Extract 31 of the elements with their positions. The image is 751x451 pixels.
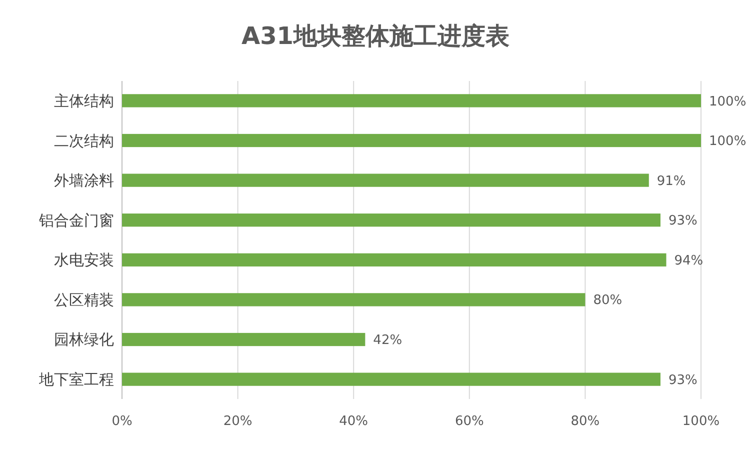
x-tick-label: 60% xyxy=(454,414,484,429)
y-tick-label: 主体结构 xyxy=(54,92,114,110)
bar xyxy=(122,293,586,306)
data-label: 91% xyxy=(656,174,686,189)
data-label: 93% xyxy=(668,214,698,229)
data-label: 42% xyxy=(373,333,402,348)
bar xyxy=(122,214,660,227)
y-tick-label: 二次结构 xyxy=(54,132,114,150)
data-label: 100% xyxy=(709,94,746,110)
bar xyxy=(122,332,366,346)
data-label: 94% xyxy=(674,253,704,268)
bar xyxy=(122,372,660,386)
y-tick-label: 公区精装 xyxy=(54,290,114,309)
x-tick-label: 20% xyxy=(223,414,252,429)
data-label: 93% xyxy=(668,372,698,388)
data-label: 80% xyxy=(593,293,622,308)
bar xyxy=(122,253,666,266)
data-label: 100% xyxy=(709,134,746,150)
bar xyxy=(122,94,701,108)
y-tick-label: 外墙涂料 xyxy=(54,172,114,190)
x-tick-label: 100% xyxy=(682,414,720,429)
bar xyxy=(122,174,649,187)
x-tick-label: 80% xyxy=(570,414,600,429)
x-tick-label: 0% xyxy=(112,414,132,429)
bar xyxy=(122,134,701,148)
x-tick-label: 40% xyxy=(339,414,368,429)
y-tick-label: 园林绿化 xyxy=(54,330,114,349)
y-tick-label: 铝合金门窗 xyxy=(38,211,114,230)
chart-title: A31地块整体施工进度表 xyxy=(242,22,510,50)
y-tick-label: 水电安装 xyxy=(54,251,114,270)
y-tick-label: 地下室工程 xyxy=(38,370,114,389)
